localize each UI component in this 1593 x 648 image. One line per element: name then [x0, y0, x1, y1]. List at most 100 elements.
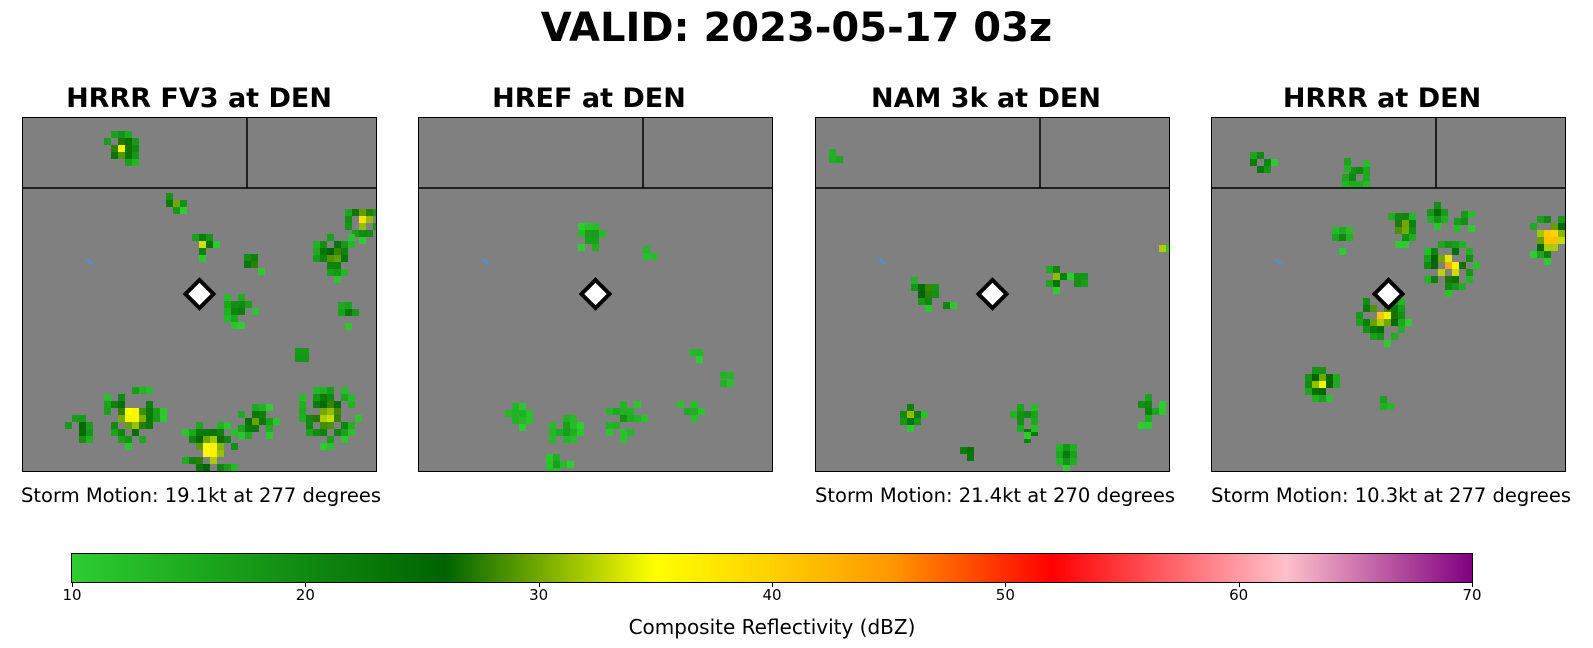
reflectivity-pixel	[1409, 234, 1416, 241]
reflectivity-pixel	[1445, 255, 1452, 262]
reflectivity-pixel	[224, 301, 231, 308]
reflectivity-pixel	[1424, 262, 1431, 269]
reflectivity-pixel	[199, 241, 206, 248]
reflectivity-pixel	[104, 138, 111, 145]
reflectivity-pixel	[118, 145, 125, 152]
reflectivity-pixel	[313, 241, 320, 248]
reflectivity-pixel	[1409, 220, 1416, 227]
reflectivity-pixel	[613, 408, 620, 415]
reflectivity-pixel	[1380, 396, 1387, 403]
colorbar-tick-label: 70	[1462, 586, 1482, 604]
reflectivity-pixel	[348, 429, 355, 436]
reflectivity-pixel	[549, 422, 556, 429]
reflectivity-pixel	[1342, 181, 1349, 188]
reflectivity-pixel	[118, 436, 125, 443]
reflectivity-pixel	[334, 276, 341, 283]
reflectivity-pixel	[1551, 230, 1558, 237]
reflectivity-pixel	[1384, 340, 1391, 347]
reflectivity-pixel	[1395, 227, 1402, 234]
reflectivity-pixel	[546, 454, 553, 461]
reflectivity-map-panel	[418, 117, 779, 478]
colorbar-tick-label: 10	[62, 586, 82, 604]
reflectivity-pixel	[563, 422, 570, 429]
reflectivity-pixel	[900, 418, 907, 425]
reflectivity-pixel	[613, 422, 620, 429]
storm-motion-text: Storm Motion: 21.4kt at 270 degrees	[815, 484, 1175, 507]
reflectivity-pixel	[592, 244, 599, 251]
reflectivity-pixel	[677, 401, 684, 408]
reflectivity-pixel	[1395, 213, 1402, 220]
colorbar-tick-mark	[1238, 582, 1240, 587]
reflectivity-pixel	[1332, 234, 1339, 241]
reflectivity-pixel	[125, 422, 132, 429]
reflectivity-pixel	[196, 429, 203, 436]
reflectivity-pixel	[1257, 166, 1264, 173]
reflectivity-pixel	[334, 241, 341, 248]
reflectivity-pixel	[352, 230, 359, 237]
reflectivity-pixel	[1466, 255, 1473, 262]
reflectivity-pixel	[203, 436, 210, 443]
reflectivity-pixel	[1053, 273, 1060, 280]
reflectivity-pixel	[334, 262, 341, 269]
reflectivity-pixel	[259, 411, 266, 418]
reflectivity-pixel	[1452, 283, 1459, 290]
reflectivity-pixel	[359, 237, 366, 244]
reflectivity-pixel	[512, 403, 519, 410]
reflectivity-pixel	[641, 415, 648, 422]
colorbar-tick-label: 50	[995, 586, 1015, 604]
reflectivity-pixel	[606, 422, 613, 429]
reflectivity-pixel	[553, 454, 560, 461]
reflectivity-pixel	[203, 464, 210, 471]
reflectivity-cell	[1454, 211, 1475, 232]
reflectivity-pixel	[1431, 255, 1438, 262]
reflectivity-pixel	[1398, 326, 1405, 333]
reflectivity-pixel	[560, 461, 567, 468]
reflectivity-pixel	[1402, 213, 1409, 220]
reflectivity-pixel	[1459, 283, 1466, 290]
reflectivity-pixel	[1346, 227, 1353, 234]
reflectivity-pixel	[1356, 167, 1363, 174]
reflectivity-pixel	[1339, 234, 1346, 241]
reflectivity-pixel	[549, 436, 556, 443]
reflectivity-pixel	[1349, 167, 1356, 174]
reflectivity-pixel	[553, 468, 560, 472]
reflectivity-pixel	[1551, 237, 1558, 244]
reflectivity-pixel	[549, 429, 556, 436]
reflectivity-pixel	[620, 401, 627, 408]
reflectivity-pixel	[111, 145, 118, 152]
reflectivity-pixel	[907, 425, 914, 432]
reflectivity-pixel	[125, 436, 132, 443]
reflectivity-pixel	[1326, 395, 1333, 402]
reflectivity-pixel	[592, 223, 599, 230]
reflectivity-pixel	[79, 436, 86, 443]
colorbar	[71, 553, 1473, 583]
reflectivity-pixel	[302, 355, 309, 362]
reflectivity-pixel	[217, 429, 224, 436]
reflectivity-pixel	[1391, 312, 1398, 319]
reflectivity-pixel	[352, 309, 359, 316]
colorbar-tick-mark	[72, 582, 73, 587]
reflectivity-cell	[900, 404, 928, 432]
reflectivity-pixel	[1530, 223, 1537, 230]
reflectivity-pixel	[366, 209, 373, 216]
reflectivity-pixel	[1395, 220, 1402, 227]
colorbar-tick-mark	[538, 582, 540, 587]
colorbar-tick-label: 20	[295, 586, 315, 604]
reflectivity-pixel	[1551, 244, 1558, 251]
reflectivity-pixel	[118, 429, 125, 436]
reflectivity-pixel	[1145, 394, 1152, 401]
reflectivity-pixel	[914, 418, 921, 425]
reflectivity-pixel	[1544, 244, 1551, 251]
reflectivity-pixel	[921, 411, 928, 418]
reflectivity-pixel	[373, 223, 377, 230]
reflectivity-pixel	[1438, 241, 1445, 248]
reflectivity-pixel	[111, 152, 118, 159]
station-marker	[578, 277, 613, 311]
reflectivity-pixel	[1544, 216, 1551, 223]
reflectivity-pixel	[320, 255, 327, 262]
reflectivity-pixel	[65, 422, 72, 429]
reflectivity-pixel	[1363, 181, 1370, 188]
reflectivity-pixel	[366, 216, 373, 223]
reflectivity-pixel	[313, 248, 320, 255]
reflectivity-pixel	[1363, 167, 1370, 174]
